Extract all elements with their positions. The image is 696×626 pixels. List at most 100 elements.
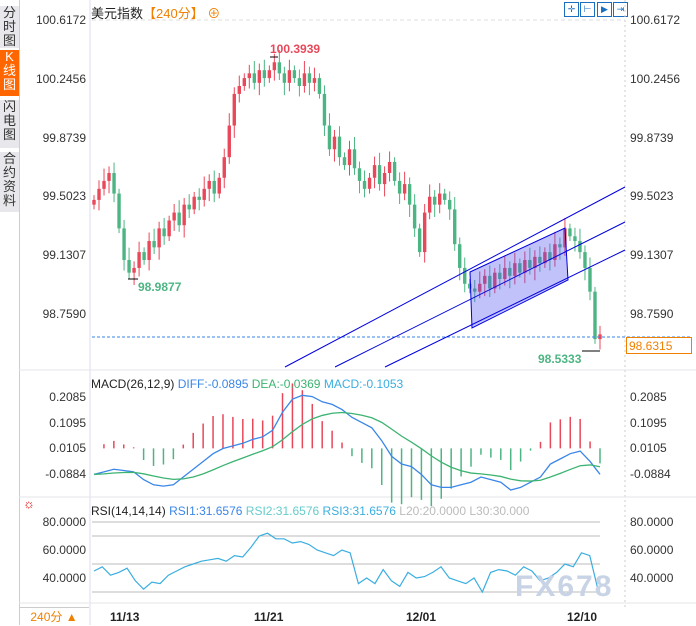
candle-body [317, 78, 322, 94]
channel-box [469, 227, 569, 329]
candle-body [453, 209, 457, 245]
candle-body [242, 78, 246, 87]
candle-body [583, 252, 587, 268]
rsi3-value: RSI3:31.6576 [322, 504, 396, 518]
price-tick-left: 99.1307 [42, 248, 86, 263]
candle-body [432, 196, 437, 205]
tab-contract-info[interactable]: 合约资料 [0, 152, 19, 213]
symbol-name: 美元指数 [91, 6, 144, 21]
macd-title: MACD(26,12,9) [91, 377, 175, 391]
rsi-tick-left: 80.0000 [42, 515, 86, 529]
rsi-tick-right: 60.0000 [630, 543, 674, 557]
candle-body [578, 241, 582, 253]
candle-body [463, 267, 467, 284]
candle-body [237, 86, 241, 94]
rsi-tick-left: 40.0000 [42, 571, 86, 585]
candle-body [197, 196, 201, 200]
scroll-end-icon[interactable]: ⇥ [613, 2, 628, 17]
l30-value: L30:30.000 [469, 504, 530, 518]
price-tick-right: 100.6172 [630, 13, 681, 27]
play-icon[interactable]: ▶ [597, 2, 612, 17]
candle-body [182, 204, 186, 226]
candle-body [337, 136, 342, 158]
candle-body [528, 260, 532, 268]
rsi-tick-right: 40.0000 [630, 571, 674, 585]
x-tick: 12/10 [567, 610, 598, 624]
circle-plus-icon[interactable]: ⊕ [203, 6, 221, 21]
candle-body [523, 260, 527, 273]
rsi2-value: RSI2:31.6576 [245, 504, 320, 518]
candle-body [277, 62, 282, 74]
tab-time-chart[interactable]: 分时图 [0, 6, 19, 49]
candle-body [448, 199, 452, 210]
candle-body [232, 93, 236, 126]
rsi1-value: RSI1:31.6576 [169, 504, 243, 518]
candle-body [508, 267, 512, 276]
candle-body [478, 283, 482, 292]
candle-body [297, 78, 302, 87]
current-price-tag: 98.6315 [626, 337, 692, 354]
candle-body [247, 73, 252, 79]
candle-body [302, 73, 307, 87]
candle-body [442, 193, 447, 200]
diff-value: DIFF:-0.0895 [177, 377, 249, 391]
candle-body [262, 70, 267, 79]
chart-title: 美元指数【240分】 ⊕ [91, 3, 220, 22]
crosshair-icon[interactable]: ✛ [564, 2, 579, 17]
macd-tick-left: -0.0884 [45, 467, 86, 482]
candle-body [382, 173, 387, 185]
macd-tick-right: 0.1095 [630, 415, 667, 430]
candle-body [538, 256, 542, 264]
x-tick: 11/21 [254, 610, 284, 624]
tab-flash-chart[interactable]: 闪电图 [0, 100, 19, 149]
diff-line [93, 394, 601, 491]
low-label-2: 98.5333 [538, 352, 582, 366]
candle-body [342, 157, 347, 166]
channel-line [384, 249, 626, 368]
candle-body [92, 199, 96, 205]
candle-body [417, 228, 422, 253]
macd-tick-left: 0.2085 [49, 390, 86, 404]
candle-body [167, 220, 171, 237]
settings-sun-icon[interactable]: ☼ [23, 496, 35, 511]
candle-body [473, 288, 477, 292]
x-tick: 11/13 [110, 610, 140, 624]
candle-body [568, 228, 572, 237]
price-tick-left: 98.7590 [42, 306, 86, 321]
rsi-tick-left: 60.0000 [42, 543, 86, 557]
macd-tick-right: -0.0884 [630, 467, 671, 482]
channel-line [334, 221, 626, 368]
candle-body [257, 70, 262, 83]
candle-body [543, 252, 547, 264]
candle-body [422, 212, 427, 253]
candle-body [573, 236, 577, 242]
price-tick-left: 99.8739 [42, 130, 86, 145]
price-tick-left: 99.5023 [42, 189, 86, 204]
candle-body [267, 70, 272, 79]
fit-icon[interactable]: ⊢ [580, 2, 595, 17]
candle-body [147, 241, 151, 261]
candle-body [402, 184, 407, 194]
candle-body [172, 212, 176, 221]
candle-body [588, 267, 592, 292]
candle-body [533, 256, 537, 268]
candle-body [437, 193, 442, 205]
candle-body [217, 177, 221, 194]
candle-body [332, 136, 337, 150]
candle-body [387, 161, 392, 174]
candle-body [322, 93, 327, 126]
candle-body [427, 196, 432, 213]
dea-value: DEA:-0.0369 [251, 377, 321, 391]
price-tick-right: 100.2456 [630, 71, 681, 86]
candle-body [112, 173, 116, 194]
candle-body [468, 283, 472, 289]
candle-body [252, 73, 257, 83]
candle-body [102, 180, 106, 189]
price-tick-right: 98.7590 [630, 306, 674, 321]
tab-kline[interactable]: K线图 [0, 50, 19, 97]
period-selector[interactable]: 240分 ▲ [19, 607, 89, 626]
candle-body [132, 267, 136, 273]
candle-body [327, 125, 332, 150]
price-tick-left: 100.2456 [35, 71, 86, 86]
